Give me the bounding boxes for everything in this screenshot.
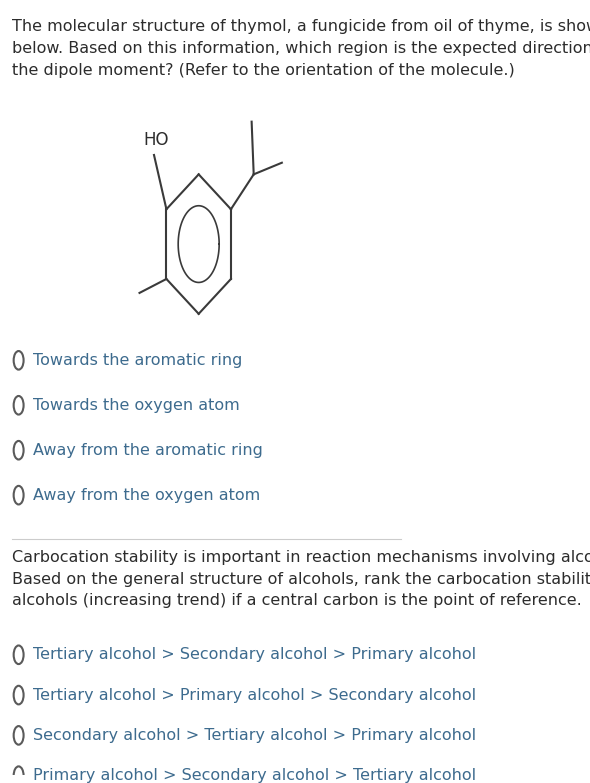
Text: Towards the aromatic ring: Towards the aromatic ring [33,353,242,368]
Text: Carbocation stability is important in reaction mechanisms involving alcohols.
Ba: Carbocation stability is important in re… [12,550,590,608]
Text: The molecular structure of thymol, a fungicide from oil of thyme, is shown
below: The molecular structure of thymol, a fun… [12,20,590,78]
Text: Primary alcohol > Secondary alcohol > Tertiary alcohol: Primary alcohol > Secondary alcohol > Te… [33,768,476,783]
Text: Away from the aromatic ring: Away from the aromatic ring [33,442,263,458]
Text: Tertiary alcohol > Primary alcohol > Secondary alcohol: Tertiary alcohol > Primary alcohol > Sec… [33,687,476,702]
Text: Secondary alcohol > Tertiary alcohol > Primary alcohol: Secondary alcohol > Tertiary alcohol > P… [33,728,476,743]
Text: Towards the oxygen atom: Towards the oxygen atom [33,398,240,413]
Text: Tertiary alcohol > Secondary alcohol > Primary alcohol: Tertiary alcohol > Secondary alcohol > P… [33,648,476,662]
Text: Away from the oxygen atom: Away from the oxygen atom [33,488,260,503]
Text: HO: HO [143,131,169,149]
